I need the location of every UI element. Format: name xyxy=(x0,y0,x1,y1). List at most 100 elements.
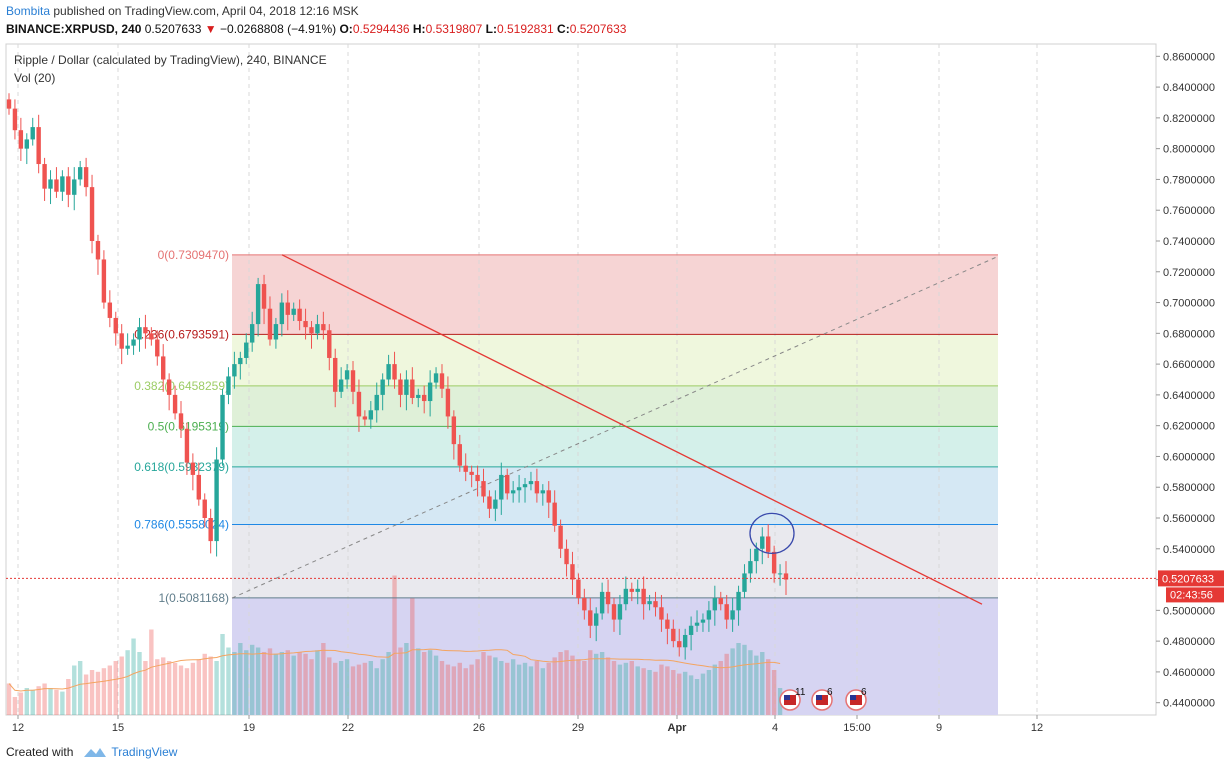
candle-body xyxy=(214,459,219,542)
chart-title: Ripple / Dollar (calculated by TradingVi… xyxy=(14,53,327,67)
volume-bar xyxy=(451,666,457,715)
candle-body xyxy=(617,604,623,620)
candle-body xyxy=(54,179,59,192)
fib-lines: 0(0.7309470) 0.236(0.6793591) 0.382(0.6458… xyxy=(134,248,998,605)
volume-bar xyxy=(255,647,261,715)
volume-bar xyxy=(214,661,219,715)
price-tick-label: 0.7000000 xyxy=(1163,298,1215,310)
volume-bar xyxy=(6,683,12,715)
candle-body xyxy=(593,613,599,626)
candle-body xyxy=(623,588,629,605)
volume-bar xyxy=(48,688,53,715)
price-tick-label: 0.7200000 xyxy=(1163,267,1215,279)
volume-bar xyxy=(748,650,753,715)
event-markers[interactable]: 11 6 6 xyxy=(779,687,867,711)
candle-body xyxy=(558,525,563,549)
publish-info: Bombita published on TradingView.com, Ap… xyxy=(6,4,359,18)
candle-body xyxy=(279,302,285,325)
flag-canton-icon xyxy=(784,695,790,700)
price-tick-label: 0.8600000 xyxy=(1163,51,1215,63)
candle-body xyxy=(694,622,700,626)
candle-body xyxy=(457,444,462,466)
candle-body xyxy=(273,324,279,340)
candle-body xyxy=(760,536,765,549)
volume-bar xyxy=(724,653,729,715)
fib-bands xyxy=(232,254,998,715)
candle-body xyxy=(427,382,433,402)
tradingview-link[interactable]: TradingView xyxy=(111,745,178,759)
candle-body xyxy=(368,410,374,420)
candle-body xyxy=(463,465,468,472)
candle-body xyxy=(712,598,718,611)
volume-bar xyxy=(338,661,344,715)
candle-body xyxy=(647,601,652,605)
candle-body xyxy=(321,324,326,331)
countdown-badge xyxy=(1166,587,1224,603)
time-axis[interactable]: 12 15 19 22 26 29 Apr 4 15:00 9 12 xyxy=(12,715,1043,734)
countdown-text: 02:43:56 xyxy=(1170,589,1213,601)
candle-body xyxy=(161,356,166,380)
volume-bar xyxy=(220,634,225,715)
candle-body xyxy=(380,379,385,395)
volume-bar xyxy=(380,659,385,715)
candle-body xyxy=(766,536,771,552)
candle-body xyxy=(48,179,53,189)
volume-bar xyxy=(368,661,374,715)
candle-body xyxy=(386,364,391,380)
candle-body xyxy=(208,518,213,542)
candle-body xyxy=(261,284,267,309)
price-tick-label: 0.5600000 xyxy=(1163,513,1215,525)
candle-body xyxy=(327,330,332,358)
candle-body xyxy=(255,284,261,325)
volume-bar xyxy=(285,650,290,715)
volume-bar xyxy=(238,643,243,715)
volume-bar xyxy=(481,652,486,715)
candle-body xyxy=(89,187,95,241)
volume-bar xyxy=(36,686,41,715)
candle-body xyxy=(552,502,557,526)
volume-bar xyxy=(77,661,83,715)
volume-bar xyxy=(499,661,504,715)
volume-bar xyxy=(505,662,510,715)
volume-bar xyxy=(593,653,599,715)
candle-body xyxy=(433,373,439,383)
volume-bar xyxy=(267,648,273,715)
candle-body xyxy=(220,394,225,460)
candle-body xyxy=(682,634,688,648)
price-tick-label: 0.8000000 xyxy=(1163,144,1215,156)
volume-bar xyxy=(327,657,332,715)
volume-bar xyxy=(665,666,670,715)
volume-bar xyxy=(493,657,498,715)
candle-body xyxy=(748,561,753,574)
volume-bar xyxy=(588,650,593,715)
volume-bar xyxy=(730,648,735,715)
volume-bar xyxy=(232,652,237,715)
candle-body xyxy=(338,379,344,392)
event-count-label: 6 xyxy=(827,687,833,698)
price-tick-label: 0.6000000 xyxy=(1163,451,1215,463)
volume-bar xyxy=(534,661,540,715)
volume-bar xyxy=(475,659,480,715)
volume-bar xyxy=(333,662,338,715)
volume-bar xyxy=(522,662,528,715)
fib-band xyxy=(232,524,998,598)
time-tick-label: 26 xyxy=(473,722,485,734)
highlight-ellipse[interactable] xyxy=(749,512,795,555)
fib-band xyxy=(232,334,998,386)
volume-bar xyxy=(131,638,136,715)
candle-body xyxy=(190,462,196,475)
volume-bar xyxy=(671,670,676,715)
volume-bar xyxy=(410,598,415,715)
downtrend-line[interactable] xyxy=(281,254,983,605)
volume-bar xyxy=(291,655,296,715)
volume-bar xyxy=(427,650,433,715)
volume-bar xyxy=(309,659,314,715)
price-axis[interactable]: 0.8600000 0.8400000 0.8200000 0.8000000 0.78… xyxy=(1156,51,1224,710)
tradingview-logo-icon[interactable] xyxy=(83,745,107,759)
author-link[interactable]: Bombita xyxy=(6,4,51,18)
volume-bar xyxy=(546,662,551,715)
close-label: C: xyxy=(557,22,570,36)
volume-bar xyxy=(184,668,190,715)
volume-bar xyxy=(421,652,427,715)
